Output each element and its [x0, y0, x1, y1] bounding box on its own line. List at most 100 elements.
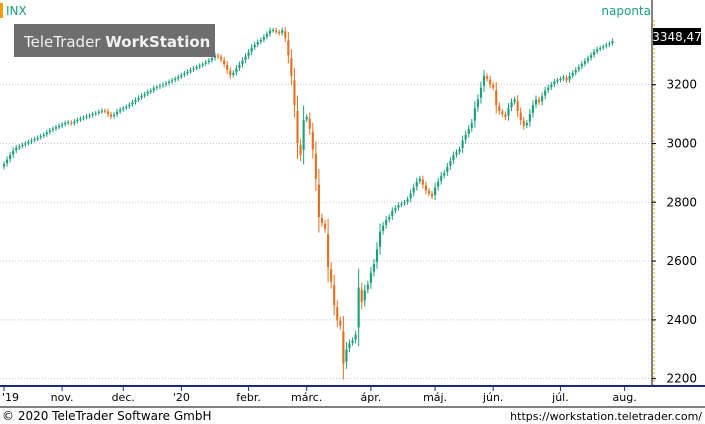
- candle: [553, 78, 556, 88]
- candle: [559, 76, 562, 83]
- candle: [412, 183, 415, 197]
- candle: [293, 67, 296, 118]
- candle: [534, 95, 538, 109]
- candle: [360, 282, 363, 310]
- candle: [525, 120, 528, 129]
- candle: [354, 330, 357, 344]
- y-tick-label: 3000: [666, 136, 697, 150]
- candle: [57, 123, 61, 130]
- candle: [565, 74, 568, 84]
- candle: [70, 120, 73, 126]
- candle: [9, 151, 12, 163]
- candle: [97, 109, 100, 116]
- candle: [241, 57, 244, 68]
- candle: [434, 182, 437, 201]
- candle: [201, 61, 204, 68]
- grid-lines: [0, 84, 652, 380]
- candle: [183, 71, 186, 78]
- candle: [152, 85, 155, 93]
- candle: [415, 177, 418, 191]
- candle: [580, 61, 583, 70]
- candle: [599, 45, 602, 52]
- candle: [195, 64, 198, 71]
- candle: [391, 207, 394, 220]
- candle: [323, 219, 327, 233]
- candle: [235, 65, 238, 76]
- candle: [226, 61, 229, 74]
- candle: [85, 114, 88, 120]
- candle: [137, 95, 140, 103]
- candle: [2, 161, 6, 170]
- last-price-marker: 3348,47: [652, 28, 702, 45]
- candle: [259, 37, 262, 45]
- candle: [103, 108, 106, 114]
- x-axis[interactable]: '19 nov. dec. '20 febr. márc. ápr. máj. jún. júl.…: [2, 386, 637, 404]
- x-tick-label: dec.: [112, 391, 135, 404]
- source-url[interactable]: https://workstation.teletrader.com/: [510, 410, 702, 423]
- candle: [443, 170, 446, 179]
- candle: [507, 103, 510, 121]
- candle: [287, 32, 290, 64]
- x-tick-label: '19: [2, 391, 19, 404]
- candle: [39, 133, 42, 140]
- candle: [593, 48, 596, 58]
- candle: [464, 130, 467, 144]
- candle: [449, 157, 452, 170]
- candle: [51, 126, 54, 133]
- candle: [611, 38, 614, 46]
- candle: [238, 61, 241, 72]
- candle: [437, 177, 440, 191]
- plot-area[interactable]: [0, 0, 652, 386]
- candle: [21, 142, 24, 149]
- candle: [48, 127, 51, 135]
- candle: [424, 181, 427, 195]
- candle: [64, 120, 67, 127]
- candle: [116, 108, 119, 118]
- candle: [122, 105, 125, 112]
- candle: [88, 113, 91, 119]
- candle: [351, 337, 354, 346]
- candle: [342, 315, 345, 380]
- x-tick-label: máj.: [423, 391, 447, 404]
- candle: [281, 27, 284, 36]
- candle: [550, 81, 553, 90]
- candle: [54, 125, 58, 131]
- y-axis[interactable]: 2200 2400 2600 2800 3000 3200: [652, 78, 697, 386]
- candle: [528, 109, 531, 127]
- candle: [149, 88, 152, 95]
- candle: [516, 95, 519, 118]
- candle: [589, 52, 593, 61]
- x-tick-label: jún.: [482, 391, 504, 404]
- candle: [76, 117, 79, 124]
- candle: [501, 108, 504, 117]
- candle: [45, 129, 48, 137]
- candle: [394, 205, 397, 214]
- x-tick-label: febr.: [236, 391, 261, 404]
- candle: [140, 93, 143, 101]
- candle: [605, 42, 608, 49]
- candle: [207, 58, 210, 65]
- candle: [268, 27, 272, 37]
- candle: [67, 120, 70, 125]
- candle: [378, 223, 382, 255]
- candle: [382, 221, 385, 235]
- candle: [562, 75, 565, 81]
- candle: [479, 81, 483, 104]
- candle: [308, 112, 311, 135]
- symbol-label: INX: [6, 4, 27, 18]
- candle: [498, 102, 501, 116]
- logo-text-light: TeleTrader: [23, 33, 105, 51]
- y-tick-label: 2200: [666, 372, 697, 386]
- candle: [458, 146, 461, 155]
- candle: [94, 111, 97, 117]
- candle: [290, 49, 293, 86]
- y-tick-label: 3200: [666, 78, 697, 92]
- candle: [489, 75, 492, 89]
- candlestick-series: [2, 26, 614, 380]
- candle: [253, 41, 256, 51]
- candle: [305, 114, 308, 123]
- candle: [30, 138, 33, 145]
- candle: [161, 82, 165, 88]
- candle: [174, 76, 177, 83]
